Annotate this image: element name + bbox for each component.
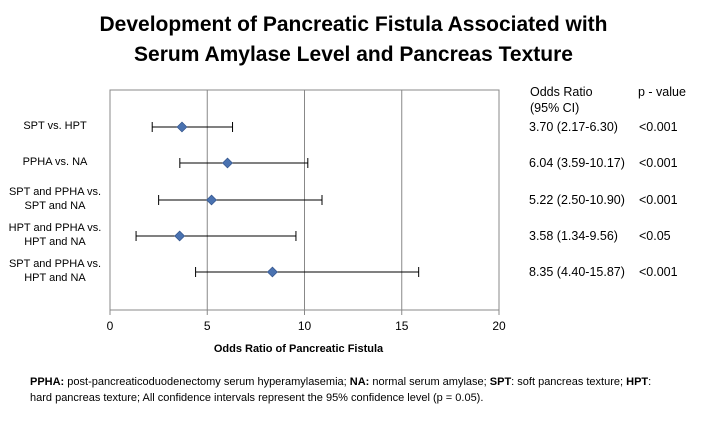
or-header-line-2: (95% CI): [530, 101, 580, 115]
row-label-line: SPT and PPHA vs.: [8, 258, 102, 270]
odds-ratio-ci-value: 6.04 (3.59-10.17): [529, 156, 625, 170]
odds-ratio-marker: [176, 121, 188, 133]
row-label-line: SPT vs. HPT: [23, 120, 87, 132]
or-header: Odds Ratio (95% CI): [530, 84, 593, 116]
x-axis-label: Odds Ratio of Pancreatic Fistula: [214, 343, 384, 355]
chart-title: Development of Pancreatic Fistula Associ…: [0, 10, 707, 70]
row-label-line: HPT and NA: [24, 272, 86, 284]
or-header-line-1: Odds Ratio: [530, 85, 593, 99]
odds-ratio-ci-value: 3.58 (1.34-9.56): [529, 229, 618, 243]
footnote-def-hpt: : hard pancreas texture; All confidence …: [30, 376, 652, 404]
x-tick-label: 10: [298, 319, 312, 333]
row-label-line: HPT and PPHA vs.: [8, 222, 102, 234]
odds-ratio-marker: [222, 157, 233, 169]
footnote-def-spt: : soft pancreas texture;: [511, 376, 627, 388]
p-value: <0.05: [639, 229, 671, 243]
odds-ratio-marker: [174, 230, 186, 242]
row-label-line: SPT and NA: [24, 200, 86, 212]
x-tick-label: 20: [492, 319, 506, 333]
odds-ratio-ci-value: 3.70 (2.17-6.30): [529, 120, 618, 134]
footnote-abbr-ppha: PPHA:: [30, 376, 65, 388]
x-tick-label: 15: [395, 319, 409, 333]
footnote: PPHA: post-pancreaticoduodenectomy serum…: [30, 374, 670, 406]
row-label: SPT and PPHA vs. SPT and NA: [6, 185, 104, 213]
odds-ratio-ci-value: 8.35 (4.40-15.87): [529, 265, 625, 279]
odds-ratio-marker: [266, 266, 278, 278]
row-label: PPHA vs. NA: [6, 155, 104, 169]
row-label: HPT and PPHA vs. HPT and NA: [6, 221, 104, 249]
p-value: <0.001: [639, 120, 678, 134]
odds-ratio-marker: [206, 194, 217, 206]
chart-title-line-1: Development of Pancreatic Fistula Associ…: [99, 13, 608, 36]
footnote-abbr-hpt: HPT: [626, 376, 649, 388]
footnote-def-na: normal serum amylase;: [369, 376, 490, 388]
p-value: <0.001: [639, 156, 678, 170]
row-label-line: SPT and PPHA vs.: [8, 186, 102, 198]
x-tick-label: 0: [107, 319, 114, 333]
row-label: SPT vs. HPT: [6, 119, 104, 133]
odds-ratio-ci-value: 5.22 (2.50-10.90): [529, 193, 625, 207]
row-label-line: HPT and NA: [24, 236, 86, 248]
p-value: <0.001: [639, 193, 678, 207]
chart-title-line-2: Serum Amylase Level and Pancreas Texture: [134, 43, 573, 66]
x-tick-label: 5: [204, 319, 211, 333]
footnote-abbr-na: NA:: [349, 376, 370, 388]
p-value-header: p - value: [638, 85, 686, 99]
p-value: <0.001: [639, 265, 678, 279]
row-label-line: PPHA vs. NA: [22, 156, 88, 168]
footnote-def-ppha: post-pancreaticoduodenectomy serum hyper…: [64, 376, 350, 388]
footnote-abbr-spt: SPT: [489, 376, 512, 388]
row-label: SPT and PPHA vs. HPT and NA: [6, 257, 104, 285]
